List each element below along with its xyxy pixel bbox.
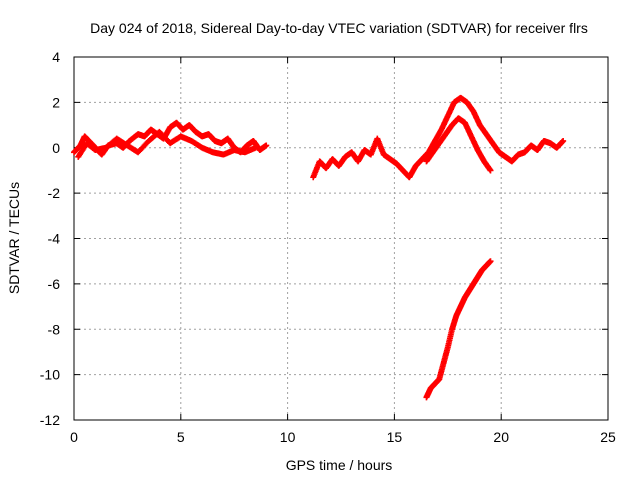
y-axis-label: SDTVAR / TECUs: [6, 182, 22, 294]
series-segment-afternoon: [310, 94, 567, 181]
x-axis-label: GPS time / hours: [286, 457, 393, 473]
data-point: [263, 142, 270, 149]
x-tick-label: 15: [387, 429, 403, 445]
grid: [74, 57, 608, 420]
series-segment-afternoon-b: [423, 115, 494, 174]
y-tick-label: 2: [52, 94, 60, 110]
x-tick-label: 5: [177, 429, 185, 445]
data-points: [71, 94, 567, 401]
data-point: [252, 144, 259, 151]
x-tick-label: 10: [280, 429, 296, 445]
x-tick-label: 25: [600, 429, 616, 445]
x-tick-label: 0: [70, 429, 78, 445]
y-tick-label: 4: [52, 49, 60, 65]
axis-ticks: 0 5 10 15 20 25 -12 -10 -8 -6 -4 -2 0 2 4: [40, 49, 616, 445]
y-tick-label: -12: [40, 412, 60, 428]
y-tick-label: -10: [40, 367, 60, 383]
chart-title: Day 024 of 2018, Sidereal Day-to-day VTE…: [90, 20, 588, 36]
y-tick-label: -6: [48, 276, 61, 292]
y-tick-label: 0: [52, 140, 60, 156]
data-point: [487, 258, 494, 265]
y-tick-label: -2: [48, 185, 61, 201]
series-segment-morning-b: [75, 128, 259, 160]
series-segment-descending-track: [423, 258, 494, 401]
y-tick-label: -8: [48, 321, 61, 337]
x-tick-label: 20: [493, 429, 509, 445]
data-point: [560, 137, 567, 144]
y-tick-label: -4: [48, 231, 61, 247]
data-point: [487, 167, 494, 174]
